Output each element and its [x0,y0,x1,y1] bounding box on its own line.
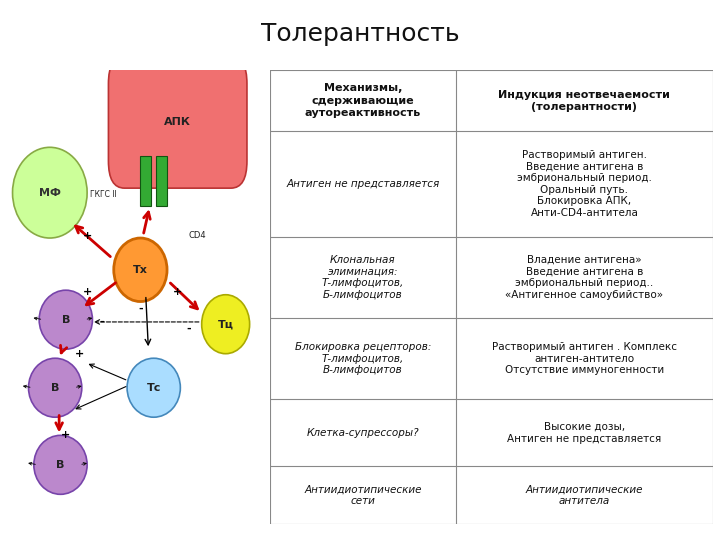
Ellipse shape [202,295,250,354]
Text: Растворимый антиген.
Введение антигена в
эмбриональный период.
Оральный путь.
Бл: Растворимый антиген. Введение антигена в… [517,150,652,218]
Ellipse shape [114,238,167,301]
Ellipse shape [127,358,181,417]
Text: В: В [56,460,65,470]
Text: Антиидиотипические
антитела: Антиидиотипические антитела [526,484,643,506]
Ellipse shape [29,358,82,417]
Ellipse shape [12,147,87,238]
Text: Владение антигена»
Введение антигена в
эмбриональный период..
«Антигенное самоуб: Владение антигена» Введение антигена в э… [505,255,663,300]
Text: Клетка-супрессоры?: Клетка-супрессоры? [307,428,419,438]
Text: Механизмы,
сдерживающие
аутореактивность: Механизмы, сдерживающие аутореактивность [305,83,421,118]
Text: Тх: Тх [133,265,148,275]
Text: В: В [51,383,59,393]
Text: ГКГС II: ГКГС II [90,191,117,199]
Ellipse shape [39,290,92,349]
Text: +: + [83,287,91,298]
Text: Блокировка рецепторов:
Т-лимфоцитов,
В-лимфоцитов: Блокировка рецепторов: Т-лимфоцитов, В-л… [294,342,431,375]
Text: Антиген не представляется: Антиген не представляется [287,179,440,189]
Text: +: + [61,430,71,440]
Text: Тс: Тс [147,383,161,393]
Text: Тц: Тц [217,319,234,329]
Text: +: + [83,231,91,241]
Bar [156,157,167,206]
Text: CD4: CD4 [189,231,206,240]
Text: +: + [74,349,84,359]
Text: Индукция неотвечаемости
(толерантности): Индукция неотвечаемости (толерантности) [498,90,670,112]
Text: -: - [99,317,104,327]
Text: Клональная
элиминация:
Т-лимфоцитов,
Б-лимфоцитов: Клональная элиминация: Т-лимфоцитов, Б-л… [322,255,404,300]
Text: МФ: МФ [39,188,60,198]
Text: Толерантность: Толерантность [261,22,459,45]
Text: В: В [62,315,70,325]
FancyBboxPatch shape [109,57,247,188]
Text: -: - [138,303,143,313]
Text: Растворимый антиген . Комплекс
антиген-антитело
Отсутствие иммуногенности: Растворимый антиген . Комплекс антиген-а… [492,342,677,375]
Text: Высокие дозы,
Антиген не представляется: Высокие дозы, Антиген не представляется [508,422,662,444]
Bar [140,157,151,206]
Text: Антиидиотипические
сети: Антиидиотипические сети [305,484,422,506]
Ellipse shape [34,435,87,494]
Text: +: + [173,287,182,298]
Text: -: - [186,324,191,334]
Text: АПК: АПК [164,117,191,127]
